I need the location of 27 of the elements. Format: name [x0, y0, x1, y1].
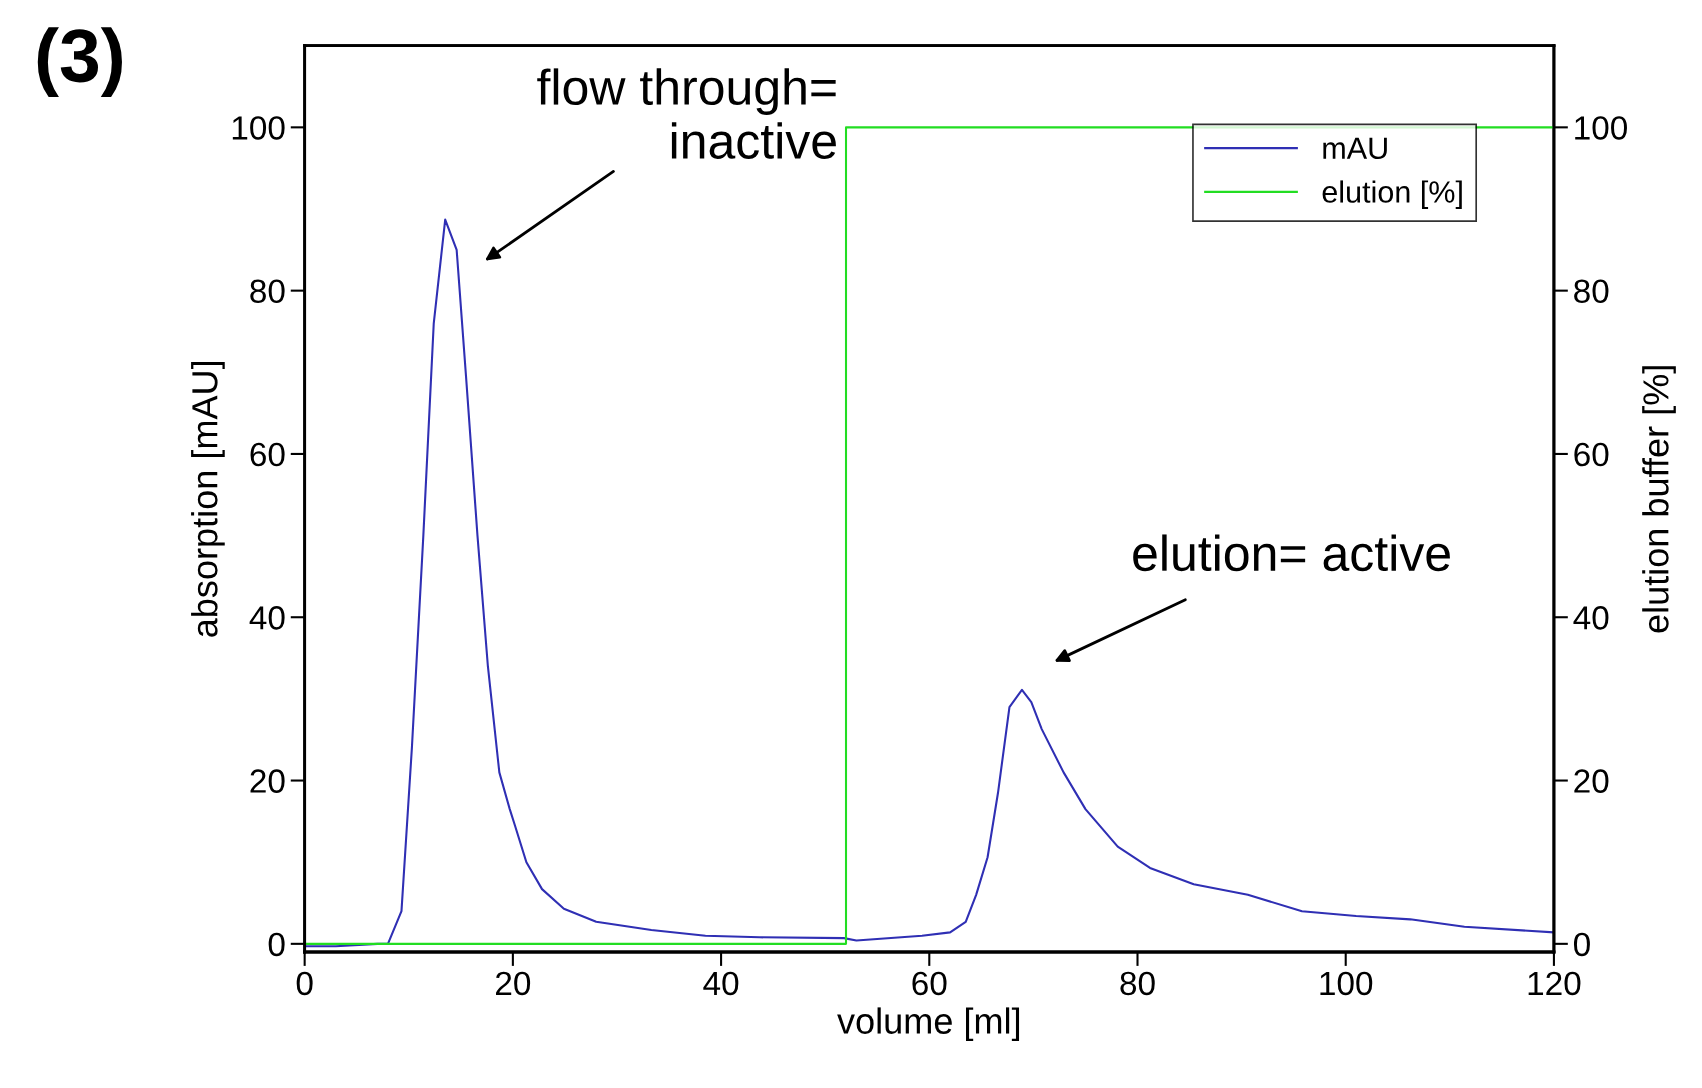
annotation: elution= active — [1133, 534, 1450, 572]
annotation: flow through= inactive — [537, 68, 836, 159]
y-tick-label: 20 — [250, 769, 285, 793]
x-tick-label: 60 — [912, 971, 947, 996]
y-tick-label: 60 — [250, 442, 285, 467]
x-tick-label: 20 — [496, 971, 531, 996]
y-tick-label: 80 — [250, 279, 285, 304]
x-tick-label: 120 — [1528, 971, 1581, 996]
y-tick-label: 0 — [268, 932, 285, 957]
y2-tick-label: 60 — [1574, 442, 1609, 467]
y2-axis-title: elution buffer [%] — [1642, 366, 1676, 633]
text: (3) — [37, 27, 122, 98]
y2-tick-label: 80 — [1574, 279, 1609, 304]
legend-label: mAU — [1323, 137, 1387, 160]
y-tick-label: 100 — [232, 116, 285, 140]
x-tick-label: 100 — [1320, 971, 1373, 996]
y2-tick-label: 0 — [1573, 932, 1590, 957]
x-tick-label: 40 — [703, 971, 739, 996]
x-axis-title: volume [ml] — [837, 1007, 1020, 1042]
x-tick-label: 0 — [296, 971, 313, 996]
y-axis-title: absorption [mAU] — [191, 361, 225, 637]
y2-tick-label: 100 — [1575, 116, 1627, 140]
y2-tick-label: 20 — [1574, 769, 1609, 793]
y-tick-label: 40 — [249, 606, 285, 630]
x-tick-label: 80 — [1120, 971, 1155, 996]
legend-label: elution [%] — [1322, 180, 1462, 209]
y2-tick-label: 40 — [1573, 606, 1609, 630]
